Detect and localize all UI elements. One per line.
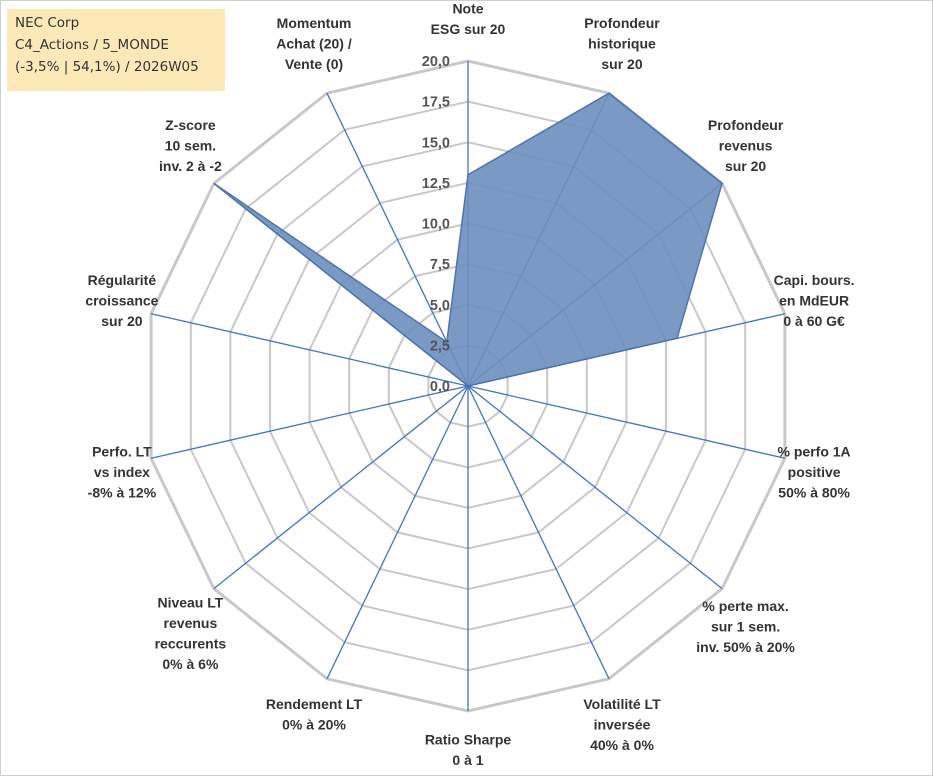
axis-label-line: 40% à 0% [590, 737, 654, 753]
axis-label-line: sur 20 [601, 56, 642, 72]
axis-label-line: vs index [94, 464, 150, 480]
axis-label-line: 0% à 20% [282, 717, 346, 733]
axis-spoke [467, 385, 610, 680]
axis-label-line: inversée [594, 717, 651, 733]
axis-label-line: Achat (20) / [276, 36, 352, 52]
axis-label: Capi. bours. en MdEUR 0 à 60 G€ [774, 272, 855, 329]
axis-label-line: positive [788, 464, 841, 480]
axis-label-line: 0 à 60 G€ [783, 313, 845, 329]
axis-label-line: croissance [85, 292, 158, 308]
axis-label-line: 0 à 1 [452, 752, 483, 768]
axis-label-line: revenus [719, 138, 773, 154]
axis-label-line: inv. 50% à 20% [696, 639, 795, 655]
axis-label-line: 50% à 80% [778, 485, 850, 501]
axis-label-line: Profondeur [584, 15, 660, 31]
axis-label-line: inv. 2 à -2 [159, 158, 222, 174]
axis-label-line: Niveau LT [157, 594, 223, 610]
axis-label: Z-score 10 sem. inv. 2 à -2 [159, 117, 222, 174]
axis-label-line: Rendement LT [266, 696, 363, 712]
axis-label-line: sur 1 sem. [711, 619, 780, 635]
tick-label: 12,5 [422, 176, 450, 192]
axis-label-line: Z-score [165, 117, 216, 133]
axis-label-line: % perfo 1A [778, 444, 851, 460]
tick-label: 20,0 [422, 54, 450, 70]
axis-label: Régularité croissance sur 20 [85, 272, 158, 329]
axis-label-line: Perfo. LT [92, 444, 152, 460]
axis-spoke [467, 385, 786, 459]
axis-label-line: sur 20 [101, 313, 142, 329]
axis-spoke [326, 385, 469, 680]
axis-label-line: Volatilité LT [583, 696, 661, 712]
axis-label-line: Vente (0) [285, 56, 343, 72]
axis-label-line: en MdEUR [779, 292, 849, 308]
axis-label: % perte max. sur 1 sem. inv. 50% à 20% [696, 598, 795, 655]
axis-label: Momentum Achat (20) / Vente (0) [276, 15, 352, 72]
axis-label-line: Régularité [88, 272, 157, 288]
tick-label: 17,5 [422, 95, 450, 111]
period-info: (-3,5% | 54,1%) / 2026W05 [15, 59, 199, 75]
axis-label: Ratio Sharpe 0 à 1 [425, 731, 512, 768]
data-series-area [213, 92, 723, 387]
axis-spoke [150, 385, 469, 459]
axis-spoke [213, 385, 469, 590]
tick-label: 2,5 [430, 338, 450, 354]
axis-label: Volatilité LT inversée 40% à 0% [583, 696, 661, 753]
axis-label: Profondeur historique sur 20 [584, 15, 660, 72]
axis-label: Profondeur revenus sur 20 [708, 117, 784, 174]
tick-label: 5,0 [430, 298, 450, 314]
axis-label-line: Capi. bours. [774, 272, 855, 288]
axis-label: Rendement LT 0% à 20% [266, 696, 363, 733]
info-box: NEC Corp C4_Actions / 5_MONDE (-3,5% | 5… [7, 9, 225, 91]
axis-label-line: 0% à 6% [162, 656, 219, 672]
axis-label-line: Profondeur [708, 117, 784, 133]
company-name: NEC Corp [15, 15, 80, 31]
axis-label-line: Momentum [277, 15, 352, 31]
axis-label-line: Note [452, 0, 483, 16]
axis-spoke [326, 92, 469, 387]
tick-label: 0,0 [430, 379, 450, 395]
axis-label-line: revenus [164, 615, 218, 631]
axis-spoke [150, 313, 469, 387]
portfolio-name: C4_Actions / 5_MONDE [15, 37, 169, 53]
axis-label-line: historique [588, 36, 656, 52]
axis-spoke [467, 385, 723, 590]
axis-label-line: reccurents [155, 635, 227, 651]
axis-label: Note ESG sur 20 [431, 0, 506, 37]
tick-label: 10,0 [422, 217, 450, 233]
axis-label: % perfo 1A positive 50% à 80% [778, 444, 851, 501]
axis-label-line: -8% à 12% [88, 485, 157, 501]
tick-label: 7,5 [430, 257, 450, 273]
axis-label-line: % perte max. [702, 598, 788, 614]
axis-label: Niveau LT revenus reccurents 0% à 6% [155, 594, 227, 672]
tick-label: 15,0 [422, 135, 450, 151]
axis-label: Perfo. LT vs index -8% à 12% [88, 444, 157, 501]
axis-label-line: ESG sur 20 [431, 21, 506, 37]
axis-label-line: Ratio Sharpe [425, 731, 512, 747]
axis-label-line: 10 sem. [165, 138, 216, 154]
axis-label-line: sur 20 [725, 158, 766, 174]
